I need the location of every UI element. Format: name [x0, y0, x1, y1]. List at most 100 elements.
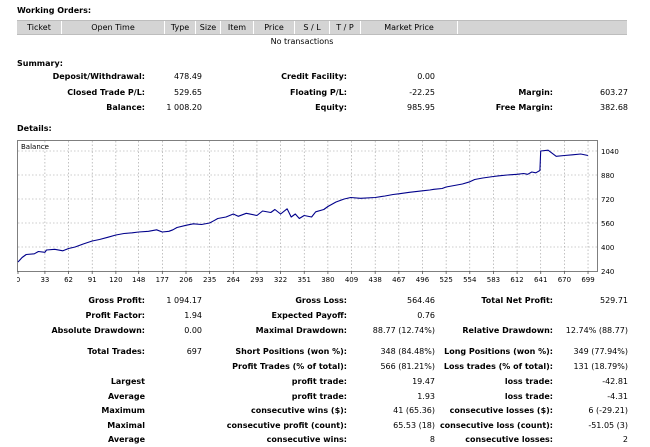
average2-label: Average — [107, 435, 145, 444]
gross-profit-label: Gross Profit: — [88, 296, 145, 305]
balance-series-line — [17, 149, 589, 263]
col-size[interactable]: Size — [196, 21, 221, 34]
maximal-consec-loss-value: -51.05 (3) — [588, 421, 628, 430]
largest-profit-value: 19.47 — [412, 377, 435, 386]
avg-consec-wins-label: consecutive wins: — [266, 435, 347, 444]
free-margin-label: Free Margin: — [495, 103, 553, 112]
maximal-drawdown-label: Maximal Drawdown: — [255, 326, 347, 335]
x-tick-label: 525 — [439, 276, 452, 284]
relative-drawdown-value: 12.74% (88.77) — [565, 326, 628, 335]
absolute-drawdown-label: Absolute Drawdown: — [51, 326, 145, 335]
working-orders-title: Working Orders: — [17, 6, 92, 15]
largest-label: Largest — [110, 377, 145, 386]
maximal-drawdown-value: 88.77 (12.74%) — [372, 326, 435, 335]
maximal-consec-loss-label: consecutive loss (count): — [439, 421, 553, 430]
largest-loss-label: loss trade: — [504, 377, 553, 386]
credit-value: 0.00 — [417, 72, 435, 81]
y-tick-label: 240 — [601, 268, 614, 276]
col-market-price[interactable]: Market Price — [361, 21, 458, 34]
gross-loss-value: 564.46 — [407, 296, 435, 305]
maximum-label: Maximum — [101, 406, 145, 415]
max-consec-wins-value: 41 (65.36) — [393, 406, 435, 415]
col-open-time[interactable]: Open Time — [62, 21, 165, 34]
expected-payoff-value: 0.76 — [417, 311, 435, 320]
long-positions-label: Long Positions (won %): — [444, 347, 553, 356]
average-loss-value: -4.31 — [607, 392, 628, 401]
credit-label: Credit Facility: — [281, 72, 347, 81]
average-profit-label: profit trade: — [291, 392, 347, 401]
col-stop-loss[interactable]: S / L — [295, 21, 330, 34]
avg-consec-wins-value: 8 — [429, 435, 435, 444]
x-tick-label: 0 — [17, 276, 20, 284]
x-tick-label: 351 — [298, 276, 311, 284]
profit-factor-label: Profit Factor: — [85, 311, 145, 320]
long-positions-value: 349 (77.94%) — [573, 347, 628, 356]
average-label: Average — [107, 392, 145, 401]
avg-consec-losses-value: 2 — [622, 435, 628, 444]
closed-pl-label: Closed Trade P/L: — [67, 88, 145, 97]
x-tick-label: 206 — [179, 276, 193, 284]
x-tick-label: 496 — [416, 276, 430, 284]
y-tick-label: 560 — [601, 220, 614, 228]
col-price[interactable]: Price — [254, 21, 295, 34]
floating-value: -22.25 — [409, 88, 435, 97]
avg-consec-losses-label: consecutive losses: — [465, 435, 553, 444]
y-tick-label: 1040 — [601, 148, 619, 156]
expected-payoff-label: Expected Payoff: — [271, 311, 347, 320]
loss-trades-value: 131 (18.79%) — [573, 362, 628, 371]
x-tick-label: 33 — [40, 276, 49, 284]
x-tick-label: 62 — [64, 276, 73, 284]
y-tick-label: 400 — [601, 244, 614, 252]
col-take-profit[interactable]: T / P — [330, 21, 361, 34]
x-tick-label: 293 — [250, 276, 263, 284]
x-tick-label: 467 — [392, 276, 405, 284]
short-positions-value: 348 (84.48%) — [380, 347, 435, 356]
x-tick-label: 409 — [345, 276, 358, 284]
plot-frame — [17, 140, 598, 272]
free-margin-value: 382.68 — [600, 103, 628, 112]
max-consec-wins-label: consecutive wins ($): — [250, 406, 347, 415]
relative-drawdown-label: Relative Drawdown: — [462, 326, 553, 335]
col-extra[interactable] — [458, 21, 627, 34]
details-title: Details: — [17, 124, 52, 133]
margin-value: 603.27 — [600, 88, 628, 97]
balance-value: 1 008.20 — [166, 103, 202, 112]
col-item[interactable]: Item — [221, 21, 254, 34]
maximal-label: Maximal — [107, 421, 145, 430]
x-tick-label: 554 — [463, 276, 477, 284]
max-consec-losses-value: 6 (-29.21) — [588, 406, 628, 415]
largest-profit-label: profit trade: — [291, 377, 347, 386]
x-tick-label: 583 — [487, 276, 500, 284]
x-tick-label: 148 — [132, 276, 145, 284]
closed-pl-value: 529.65 — [174, 88, 202, 97]
chart-title: Balance — [21, 143, 49, 151]
x-tick-label: 177 — [156, 276, 169, 284]
x-tick-label: 670 — [558, 276, 571, 284]
x-tick-label: 612 — [510, 276, 523, 284]
deposit-label: Deposit/Withdrawal: — [52, 72, 145, 81]
x-tick-label: 322 — [274, 276, 287, 284]
y-tick-label: 720 — [601, 196, 614, 204]
no-transactions-message: No transactions — [270, 37, 334, 46]
profit-trades-value: 566 (81.21%) — [380, 362, 435, 371]
x-tick-label: 438 — [368, 276, 381, 284]
col-ticket[interactable]: Ticket — [17, 21, 62, 34]
x-tick-label: 699 — [581, 276, 594, 284]
average-profit-value: 1.93 — [417, 392, 435, 401]
floating-label: Floating P/L: — [290, 88, 347, 97]
x-tick-label: 120 — [109, 276, 122, 284]
maximal-consec-profit-value: 65.53 (18) — [393, 421, 435, 430]
summary-title: Summary: — [17, 59, 63, 68]
equity-label: Equity: — [315, 103, 347, 112]
equity-value: 985.95 — [407, 103, 435, 112]
orders-table-header: Ticket Open Time Type Size Item Price S … — [17, 20, 627, 35]
loss-trades-label: Loss trades (% of total): — [443, 362, 553, 371]
x-tick-label: 380 — [321, 276, 334, 284]
col-type[interactable]: Type — [165, 21, 196, 34]
total-net-profit-label: Total Net Profit: — [481, 296, 553, 305]
average-loss-label: loss trade: — [504, 392, 553, 401]
gross-profit-value: 1 094.17 — [166, 296, 202, 305]
profit-factor-value: 1.94 — [184, 311, 202, 320]
x-tick-label: 235 — [203, 276, 216, 284]
total-trades-label: Total Trades: — [87, 347, 145, 356]
